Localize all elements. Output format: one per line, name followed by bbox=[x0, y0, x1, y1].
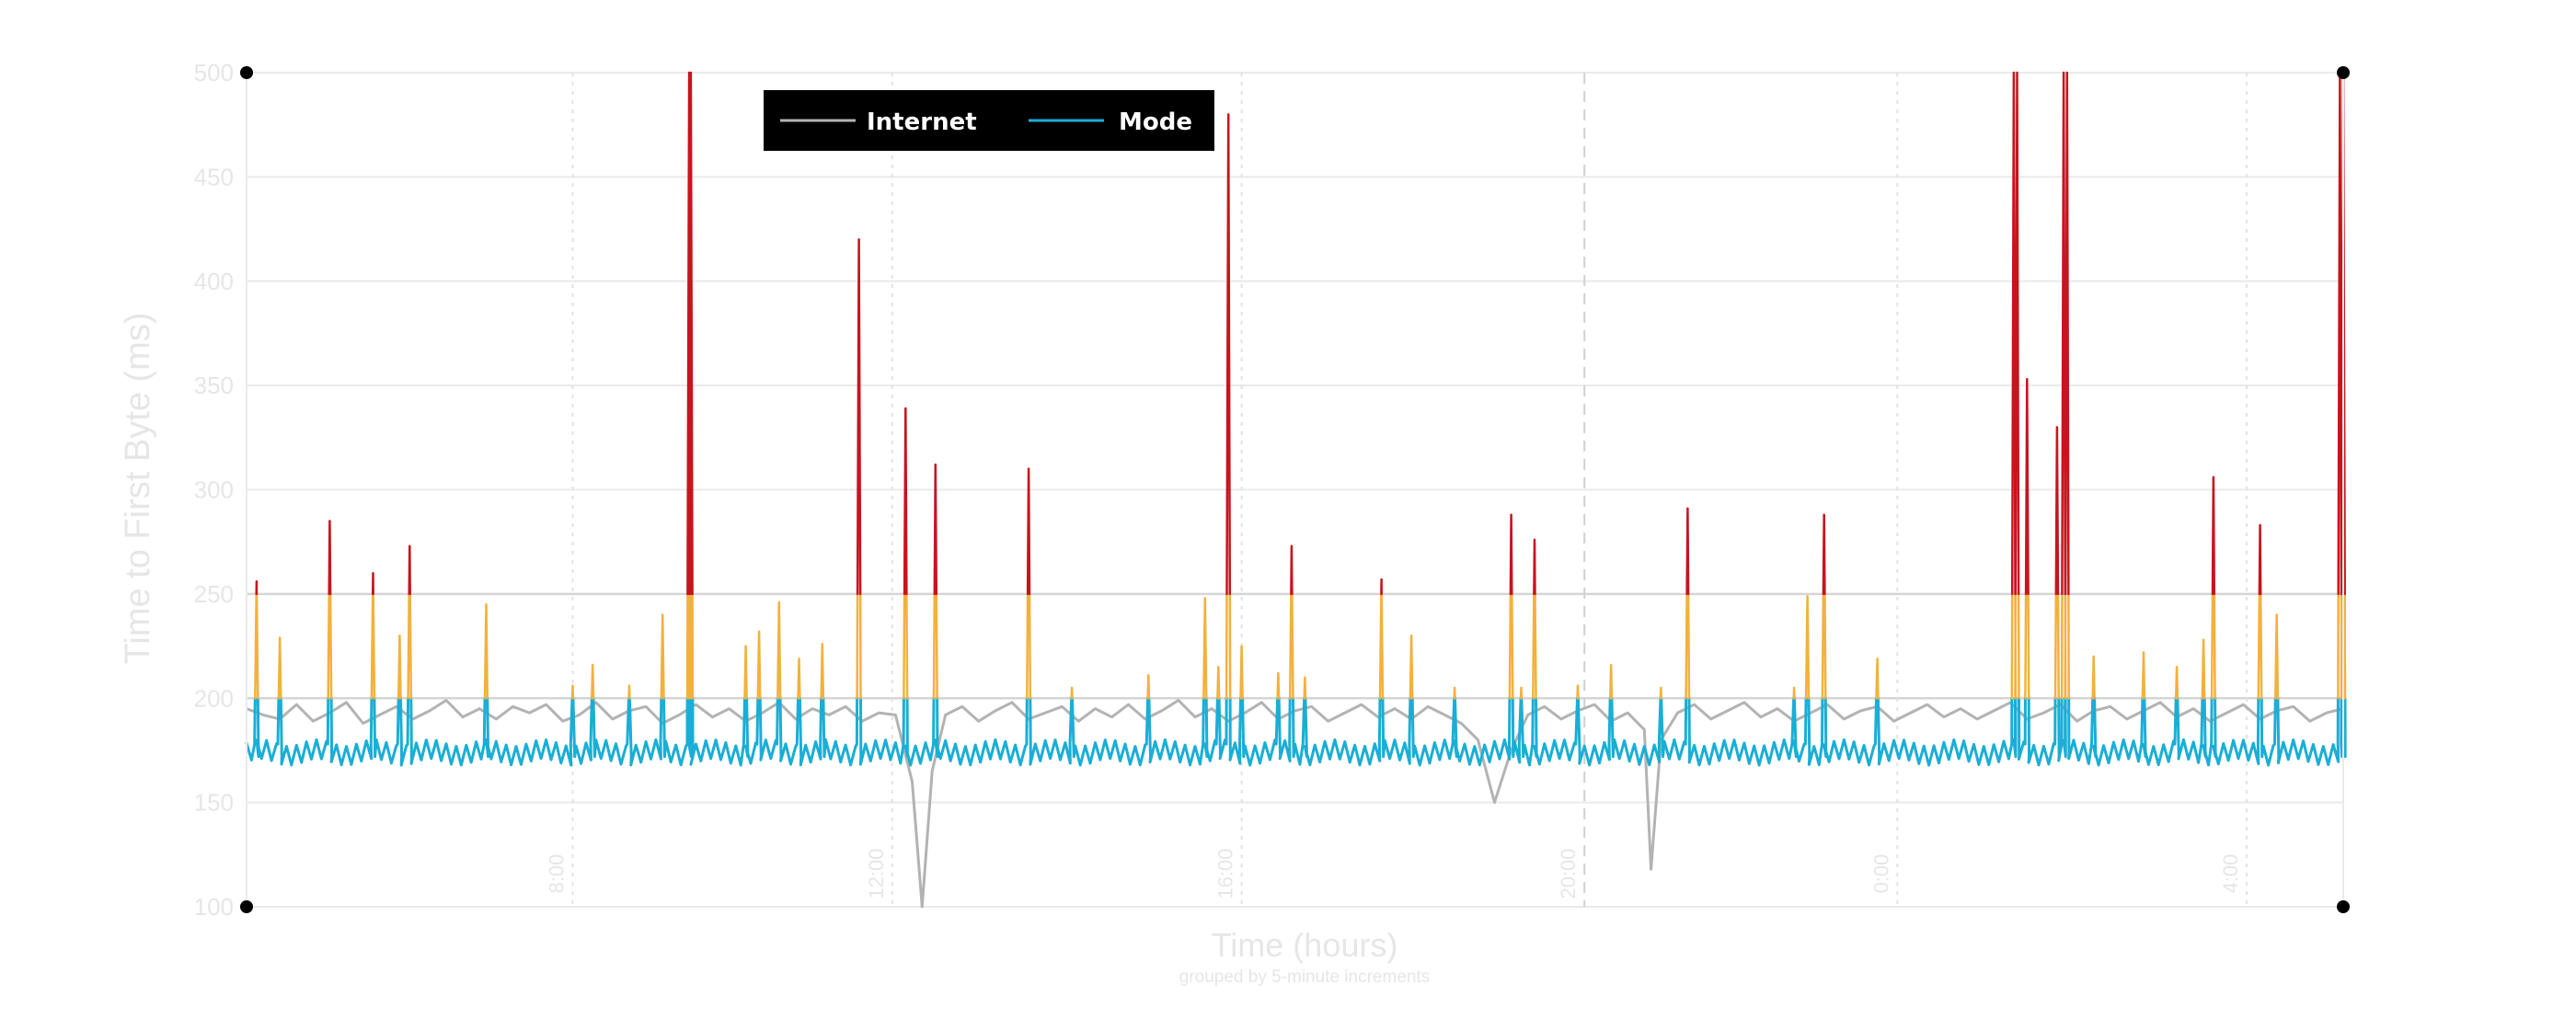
y-tick-label: 350 bbox=[194, 372, 234, 399]
y-tick-label: 200 bbox=[194, 684, 234, 712]
mode-series-warning bbox=[254, 592, 2347, 700]
y-tick-label: 100 bbox=[194, 893, 234, 921]
grid-layer bbox=[247, 72, 2343, 908]
plot-corner-marker bbox=[240, 900, 253, 913]
x-tick-label: 12:00 bbox=[865, 848, 888, 898]
mode-series-critical bbox=[255, 71, 2346, 596]
corner-markers bbox=[240, 66, 2350, 913]
x-tick-label: 0:00 bbox=[1869, 854, 1892, 894]
y-tick-label: 500 bbox=[194, 59, 234, 86]
y-tick-label: 150 bbox=[194, 789, 234, 817]
x-axis-title: Time (hours) bbox=[1212, 926, 1398, 964]
legend: Internet Mode bbox=[764, 90, 1214, 151]
plot-corner-marker bbox=[240, 66, 253, 79]
x-tick-label: 16:00 bbox=[1214, 848, 1237, 898]
y-tick-label: 450 bbox=[194, 163, 234, 190]
plot-corner-marker bbox=[2337, 900, 2350, 913]
internet-series-line bbox=[246, 699, 2344, 909]
plot-corner-marker bbox=[2337, 66, 2350, 79]
x-tick-label: 20:00 bbox=[1557, 848, 1580, 898]
y-tick-label: 400 bbox=[194, 268, 234, 295]
y-tick-label: 250 bbox=[194, 580, 234, 608]
series-layer bbox=[245, 71, 2347, 909]
axes-layer: 100 150 200 250 300 350 400 450 500 8:00 12:00 16:0… bbox=[194, 59, 2344, 921]
y-axis-title: Time to First Byte (ms) bbox=[119, 313, 157, 665]
x-axis-note: grouped by 5-minute increments bbox=[1179, 967, 1430, 987]
x-tick-label: 8:00 bbox=[546, 854, 569, 894]
legend-label-internet: Internet bbox=[867, 109, 977, 136]
y-tick-label: 300 bbox=[194, 476, 234, 504]
x-tick-label: 4:00 bbox=[2219, 854, 2242, 894]
mode-series-normal bbox=[245, 696, 2347, 767]
legend-label-mode: Mode bbox=[1119, 109, 1192, 136]
